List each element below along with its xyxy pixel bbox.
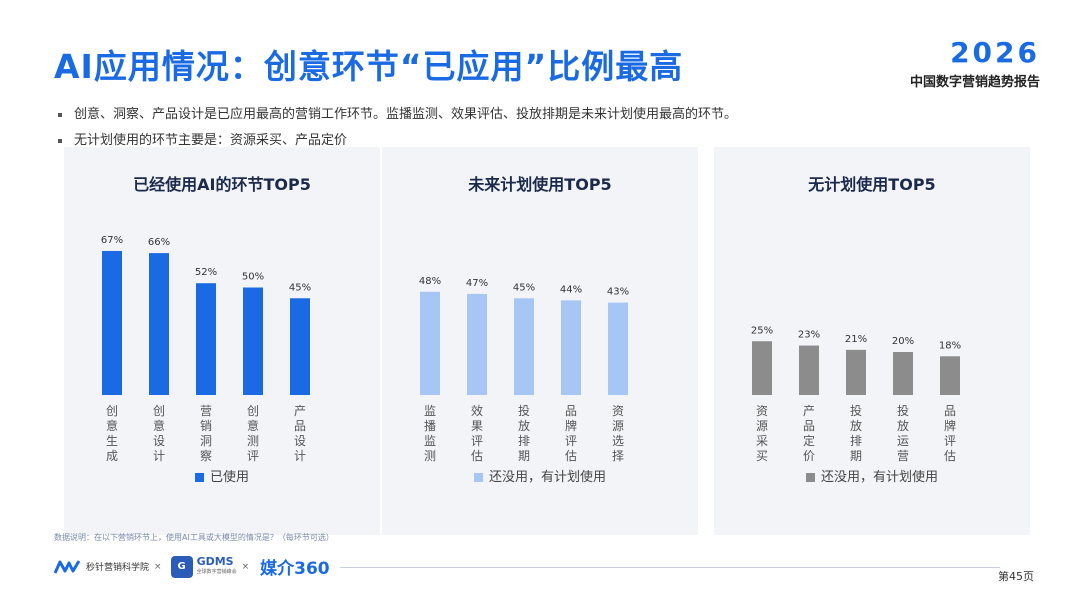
- bar-2: [514, 298, 534, 395]
- bar-value-label: 47%: [466, 278, 488, 289]
- bar-3: [243, 287, 263, 395]
- category-label: 监播监测: [424, 404, 436, 463]
- chart-panel-planned: 未来计划使用TOP5 48% 监播监测 47% 效果评估 45% 投放排期 44% 品牌评估 4…: [382, 147, 698, 535]
- logo-miaozhen-text: 秒针营销科学院: [86, 563, 150, 573]
- category-label: 创意生成: [106, 404, 118, 463]
- chart-title: 未来计划使用TOP5: [468, 175, 612, 194]
- category-label: 产品定价: [803, 404, 815, 463]
- gdms-logo-text: GDMS 全球数字营销峰会: [196, 554, 237, 577]
- category-label: 投放排期: [850, 403, 862, 463]
- gdms-sub: 全球数字营销峰会: [196, 568, 237, 575]
- bullet-list: 创意、洞察、产品设计是已应用最高的营销工作环节。监播监测、效果评估、投放排期是未…: [58, 102, 737, 154]
- bar-1: [799, 345, 819, 395]
- cross-mark: ×: [154, 561, 162, 572]
- bar-4: [290, 298, 310, 395]
- category-label: 资源选择: [612, 404, 624, 463]
- bar-value-label: 45%: [289, 282, 311, 293]
- category-label: 创意测评: [247, 404, 259, 463]
- media360-logo: 媒介360: [260, 559, 330, 579]
- bar-value-label: 52%: [195, 267, 217, 278]
- gdms-logo-icon: G: [170, 555, 193, 578]
- footer-logos: 秒针营销科学院 × G GDMS 全球数字营销峰会 × 媒介360: [54, 554, 330, 579]
- bullet-dot-icon: [58, 138, 62, 143]
- footer-divider: [340, 567, 1000, 568]
- source-note: 数据说明：在以下营销环节上，使用AI工具或大模型的情况是？（每环节可选）: [54, 533, 334, 542]
- bullet-item: 无计划使用的环节主要是：资源采买、产品定价: [58, 128, 737, 154]
- bar-0: [102, 250, 122, 395]
- bar-value-label: 67%: [101, 235, 123, 246]
- category-label: 品牌评估: [565, 404, 577, 463]
- chart-used: 67% 创意生成 66% 创意设计 52% 营销洞察 50% 创意测评 45% 产品设计: [101, 235, 311, 463]
- legend-planned: 还没用，有计划使用: [382, 466, 698, 485]
- category-label: 产品设计: [294, 404, 306, 463]
- gdms-name: GDMS: [196, 554, 234, 568]
- bar-value-label: 43%: [607, 287, 629, 298]
- bar-4: [940, 356, 960, 395]
- bullet-item: 创意、洞察、产品设计是已应用最高的营销工作环节。监播监测、效果评估、投放排期是未…: [58, 102, 737, 128]
- legend-label: 还没用，有计划使用: [488, 470, 606, 485]
- bar-2: [846, 349, 866, 395]
- legend-swatch: [805, 473, 815, 482]
- bullet-dot-icon: [58, 112, 62, 117]
- bar-value-label: 66%: [148, 237, 170, 248]
- page-title: AI应用情况：创意环节“已应用”比例最高: [54, 47, 684, 86]
- brand-block: 2026 中国数字营销趋势报告: [910, 36, 1040, 90]
- legend-used: 已使用: [64, 466, 380, 485]
- bar-value-label: 18%: [939, 340, 961, 351]
- bar-0: [752, 341, 772, 395]
- bullet-text: 创意、洞察、产品设计是已应用最高的营销工作环节。监播监测、效果评估、投放排期是未…: [74, 107, 738, 122]
- chart-panel-none: 无计划使用TOP5 25% 资源采买 23% 产品定价 21% 投放排期 20% 投放运营 18…: [714, 147, 1030, 535]
- chart-planned: 48% 监播监测 47% 效果评估 45% 投放排期 44% 品牌评估 43% 资源选择: [419, 276, 629, 463]
- bar-1: [149, 253, 169, 395]
- legend-swatch: [194, 473, 204, 482]
- legend-none: 还没用，有计划使用: [714, 466, 1030, 485]
- brand-year: 2026: [950, 36, 1040, 69]
- category-label: 营销洞察: [200, 404, 212, 463]
- miaozhen-logo-icon: [54, 559, 80, 574]
- footer: 秒针营销科学院 × G GDMS 全球数字营销峰会 × 媒介360 第45页: [0, 548, 1080, 588]
- bullet-text: 无计划使用的环节主要是：资源采买、产品定价: [74, 133, 348, 148]
- legend-swatch: [473, 473, 483, 482]
- bar-value-label: 50%: [242, 272, 264, 283]
- bar-value-label: 20%: [892, 336, 914, 347]
- category-label: 品牌评估: [944, 404, 956, 463]
- bar-2: [196, 283, 216, 395]
- bar-value-label: 48%: [419, 276, 441, 287]
- bar-3: [893, 352, 913, 395]
- page-number: 第45页: [998, 570, 1034, 583]
- chart-title: 无计划使用TOP5: [808, 175, 936, 194]
- cross-mark: ×: [241, 561, 250, 572]
- bar-1: [467, 293, 487, 395]
- chart-title: 已经使用AI的环节TOP5: [133, 175, 311, 194]
- brand-subtitle: 中国数字营销趋势报告: [909, 75, 1040, 90]
- category-label: 投放运营: [897, 403, 909, 463]
- bar-value-label: 23%: [798, 330, 820, 341]
- bar-0: [420, 291, 440, 395]
- category-label: 资源采买: [756, 404, 768, 463]
- bar-value-label: 45%: [513, 282, 535, 293]
- bar-value-label: 25%: [751, 325, 773, 336]
- category-label: 投放排期: [518, 403, 530, 463]
- bar-3: [561, 300, 581, 395]
- bar-4: [608, 302, 628, 395]
- bar-value-label: 44%: [560, 284, 582, 295]
- category-label: 效果评估: [471, 403, 483, 463]
- legend-label: 已使用: [209, 470, 249, 485]
- legend-label: 还没用，有计划使用: [820, 470, 938, 485]
- chart-panel-used: 已经使用AI的环节TOP5 67% 创意生成 66% 创意设计 52% 营销洞察 50% 创意…: [64, 147, 380, 535]
- category-label: 创意设计: [153, 404, 165, 463]
- chart-none: 25% 资源采买 23% 产品定价 21% 投放排期 20% 投放运营 18% 品牌评估: [751, 325, 961, 463]
- bar-value-label: 21%: [845, 334, 867, 345]
